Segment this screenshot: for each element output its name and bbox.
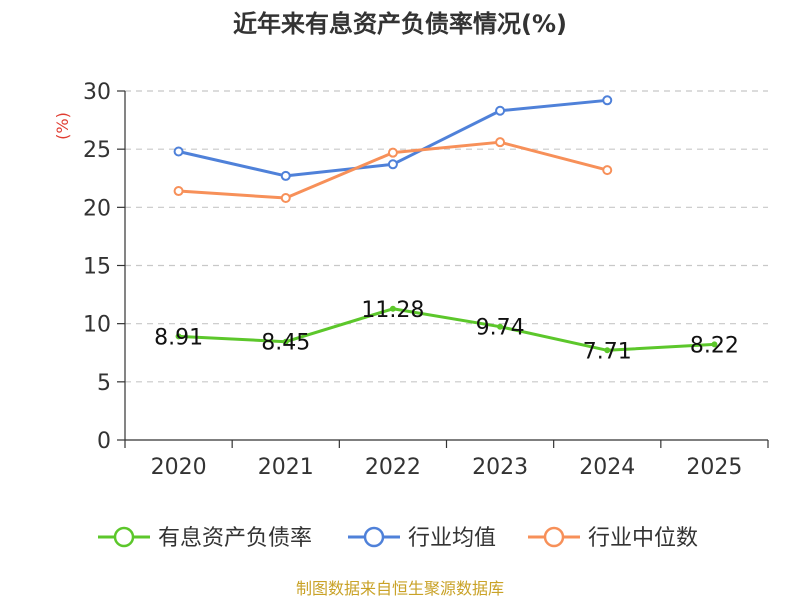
data-point [175, 333, 182, 340]
data-label: 11.28 [361, 298, 424, 323]
x-tick-label: 2023 [472, 455, 528, 480]
legend-label: 有息资产负债率 [158, 526, 312, 551]
data-point [173, 186, 184, 197]
y-tick-label: 10 [83, 313, 111, 338]
data-point [389, 305, 396, 312]
data-point [497, 323, 504, 330]
y-tick-label: 15 [83, 255, 111, 280]
y-axis-unit-label: (%) [53, 112, 72, 140]
data-point [173, 146, 184, 157]
data-label: 8.91 [154, 325, 203, 350]
data-point [602, 165, 613, 176]
x-tick-label: 2024 [579, 455, 635, 480]
data-point [280, 170, 291, 181]
legend-marker [113, 526, 135, 548]
x-tick-label: 2025 [686, 455, 742, 480]
source-note: 制图数据来自恒生聚源数据库 [296, 579, 504, 598]
y-tick-label: 0 [97, 429, 111, 454]
legend-label: 行业中位数 [588, 526, 698, 551]
data-point [282, 338, 289, 345]
legend-marker [363, 526, 385, 548]
grid-lines [125, 90, 768, 383]
data-label: 7.71 [583, 339, 632, 364]
y-tick-label: 5 [97, 371, 111, 396]
data-point [602, 95, 613, 106]
data-point [495, 137, 506, 148]
legend-label: 行业均值 [408, 526, 496, 551]
chart-title: 近年来有息资产负债率情况(%) [233, 10, 567, 38]
data-point [495, 105, 506, 116]
x-tick-label: 2020 [151, 455, 207, 480]
y-tick-label: 30 [83, 80, 111, 105]
data-labels: 8.91 8.45 11.28 9.74 7.71 8.22 [154, 298, 739, 365]
data-point [604, 347, 611, 354]
y-tick-label: 20 [83, 196, 111, 221]
legend: 有息资产负债率 行业均值 行业中位数 [98, 526, 698, 551]
data-label: 8.45 [261, 331, 310, 356]
legend-marker [543, 526, 565, 548]
series-lines [173, 95, 718, 354]
data-point [387, 147, 398, 158]
data-point [711, 341, 718, 348]
data-point [280, 193, 291, 204]
series-line [178, 307, 715, 352]
y-tick-label: 25 [83, 138, 111, 163]
x-tick-label: 2022 [365, 455, 421, 480]
x-tick-label: 2021 [258, 455, 314, 480]
data-point [387, 159, 398, 170]
data-label: 8.22 [690, 333, 739, 358]
data-label: 9.74 [476, 316, 525, 341]
